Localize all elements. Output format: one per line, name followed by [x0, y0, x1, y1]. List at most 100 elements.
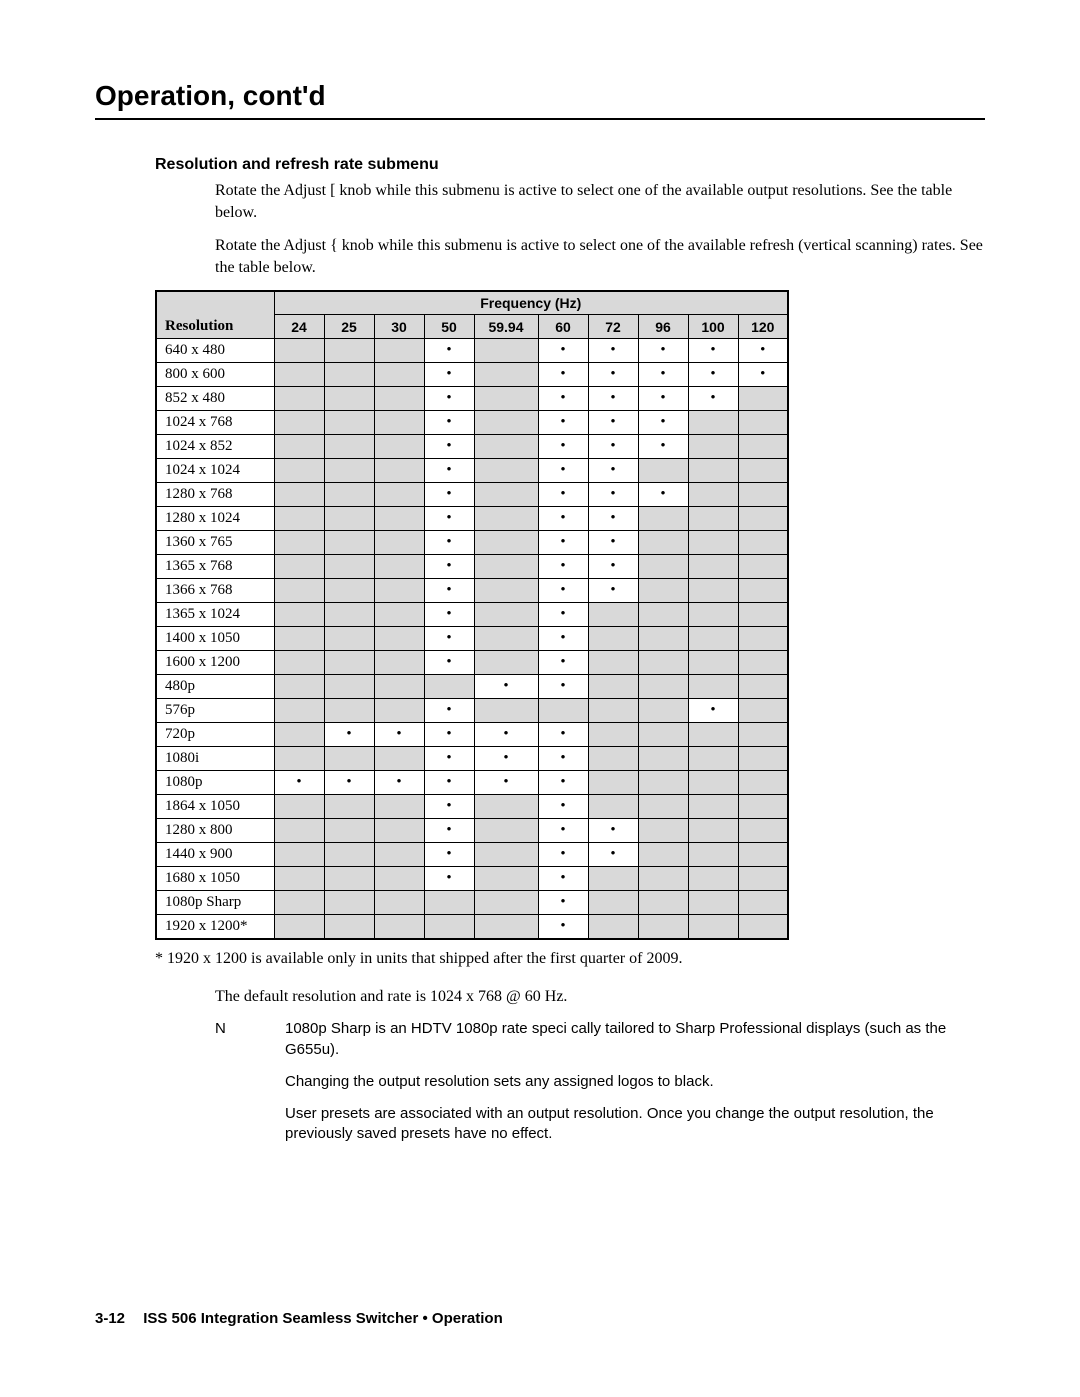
resolution-row-label: 1280 x 1024: [156, 506, 274, 530]
table-cell: [274, 554, 324, 578]
table-cell: •: [424, 818, 474, 842]
table-cell: [374, 362, 424, 386]
table-cell: [688, 674, 738, 698]
table-cell: •: [538, 890, 588, 914]
table-footnote: * 1920 x 1200 is available only in units…: [155, 950, 985, 968]
resolution-table-wrap: Frequency (Hz)Resolution2425305059.94607…: [155, 290, 985, 940]
page: Operation, cont'd Resolution and refresh…: [0, 0, 1080, 1397]
resolution-row-label: 1365 x 1024: [156, 602, 274, 626]
resolution-row-label: 1680 x 1050: [156, 866, 274, 890]
table-cell: •: [538, 338, 588, 362]
table-cell: •: [538, 866, 588, 890]
table-cell: [274, 866, 324, 890]
table-cell: •: [374, 722, 424, 746]
paragraph-2: Rotate the Adjust { knob while this subm…: [215, 235, 985, 278]
table-cell: [374, 818, 424, 842]
table-cell: [324, 506, 374, 530]
resolution-row-label: 1365 x 768: [156, 554, 274, 578]
table-cell: [688, 410, 738, 434]
resolution-row-label: 1080p Sharp: [156, 890, 274, 914]
table-cell: [688, 602, 738, 626]
table-cell: [638, 818, 688, 842]
table-cell: •: [538, 386, 588, 410]
table-cell: [324, 386, 374, 410]
table-cell: [324, 842, 374, 866]
table-cell: •: [588, 818, 638, 842]
frequency-group-header: Frequency (Hz): [274, 291, 788, 315]
table-cell: [474, 698, 538, 722]
table-cell: •: [424, 530, 474, 554]
table-cell: •: [688, 338, 738, 362]
freq-header-96: 96: [638, 315, 688, 339]
table-cell: [738, 578, 788, 602]
table-cell: •: [274, 770, 324, 794]
table-cell: [274, 578, 324, 602]
page-title: Operation, cont'd: [95, 80, 985, 112]
table-cell: [374, 650, 424, 674]
table-cell: •: [538, 482, 588, 506]
table-cell: [638, 674, 688, 698]
table-cell: [738, 770, 788, 794]
table-cell: •: [474, 770, 538, 794]
table-cell: [688, 506, 738, 530]
table-cell: •: [474, 674, 538, 698]
freq-header-30: 30: [374, 315, 424, 339]
table-cell: •: [538, 842, 588, 866]
table-cell: [324, 482, 374, 506]
table-cell: [374, 794, 424, 818]
notes-label: N: [215, 1019, 285, 1060]
notes-block: N 1080p Sharp is an HDTV 1080p rate spec…: [215, 1019, 985, 1144]
table-cell: •: [424, 386, 474, 410]
table-cell: [324, 674, 374, 698]
table-cell: [374, 698, 424, 722]
table-cell: •: [538, 362, 588, 386]
table-cell: [374, 506, 424, 530]
table-cell: [324, 698, 374, 722]
note-3: User presets are associated with an outp…: [285, 1104, 985, 1145]
table-cell: [274, 890, 324, 914]
table-cell: [474, 578, 538, 602]
table-cell: [274, 842, 324, 866]
table-cell: [738, 842, 788, 866]
table-cell: [324, 578, 374, 602]
table-cell: •: [424, 746, 474, 770]
resolution-row-label: 480p: [156, 674, 274, 698]
table-cell: •: [588, 434, 638, 458]
table-cell: [538, 698, 588, 722]
table-corner-blank: [156, 291, 274, 315]
table-cell: [474, 506, 538, 530]
table-cell: •: [424, 602, 474, 626]
table-cell: •: [424, 338, 474, 362]
table-cell: [738, 434, 788, 458]
table-cell: [688, 578, 738, 602]
table-cell: •: [538, 434, 588, 458]
table-cell: •: [638, 434, 688, 458]
table-cell: [738, 698, 788, 722]
freq-header-120: 120: [738, 315, 788, 339]
table-cell: •: [638, 362, 688, 386]
table-cell: [638, 554, 688, 578]
table-cell: •: [538, 650, 588, 674]
table-cell: •: [588, 506, 638, 530]
table-cell: •: [538, 458, 588, 482]
freq-header-60: 60: [538, 315, 588, 339]
table-cell: •: [538, 530, 588, 554]
table-cell: •: [638, 482, 688, 506]
table-cell: •: [638, 410, 688, 434]
table-cell: •: [424, 770, 474, 794]
table-cell: •: [424, 434, 474, 458]
table-cell: [324, 602, 374, 626]
table-cell: [324, 818, 374, 842]
table-cell: [738, 410, 788, 434]
table-cell: [474, 794, 538, 818]
table-cell: •: [424, 626, 474, 650]
table-cell: [324, 362, 374, 386]
table-cell: [738, 626, 788, 650]
footer-text: ISS 506 Integration Seamless Switcher • …: [143, 1310, 503, 1327]
table-cell: [588, 698, 638, 722]
table-cell: [474, 530, 538, 554]
table-cell: •: [538, 554, 588, 578]
resolution-row-label: 852 x 480: [156, 386, 274, 410]
table-cell: •: [424, 506, 474, 530]
table-cell: [324, 650, 374, 674]
